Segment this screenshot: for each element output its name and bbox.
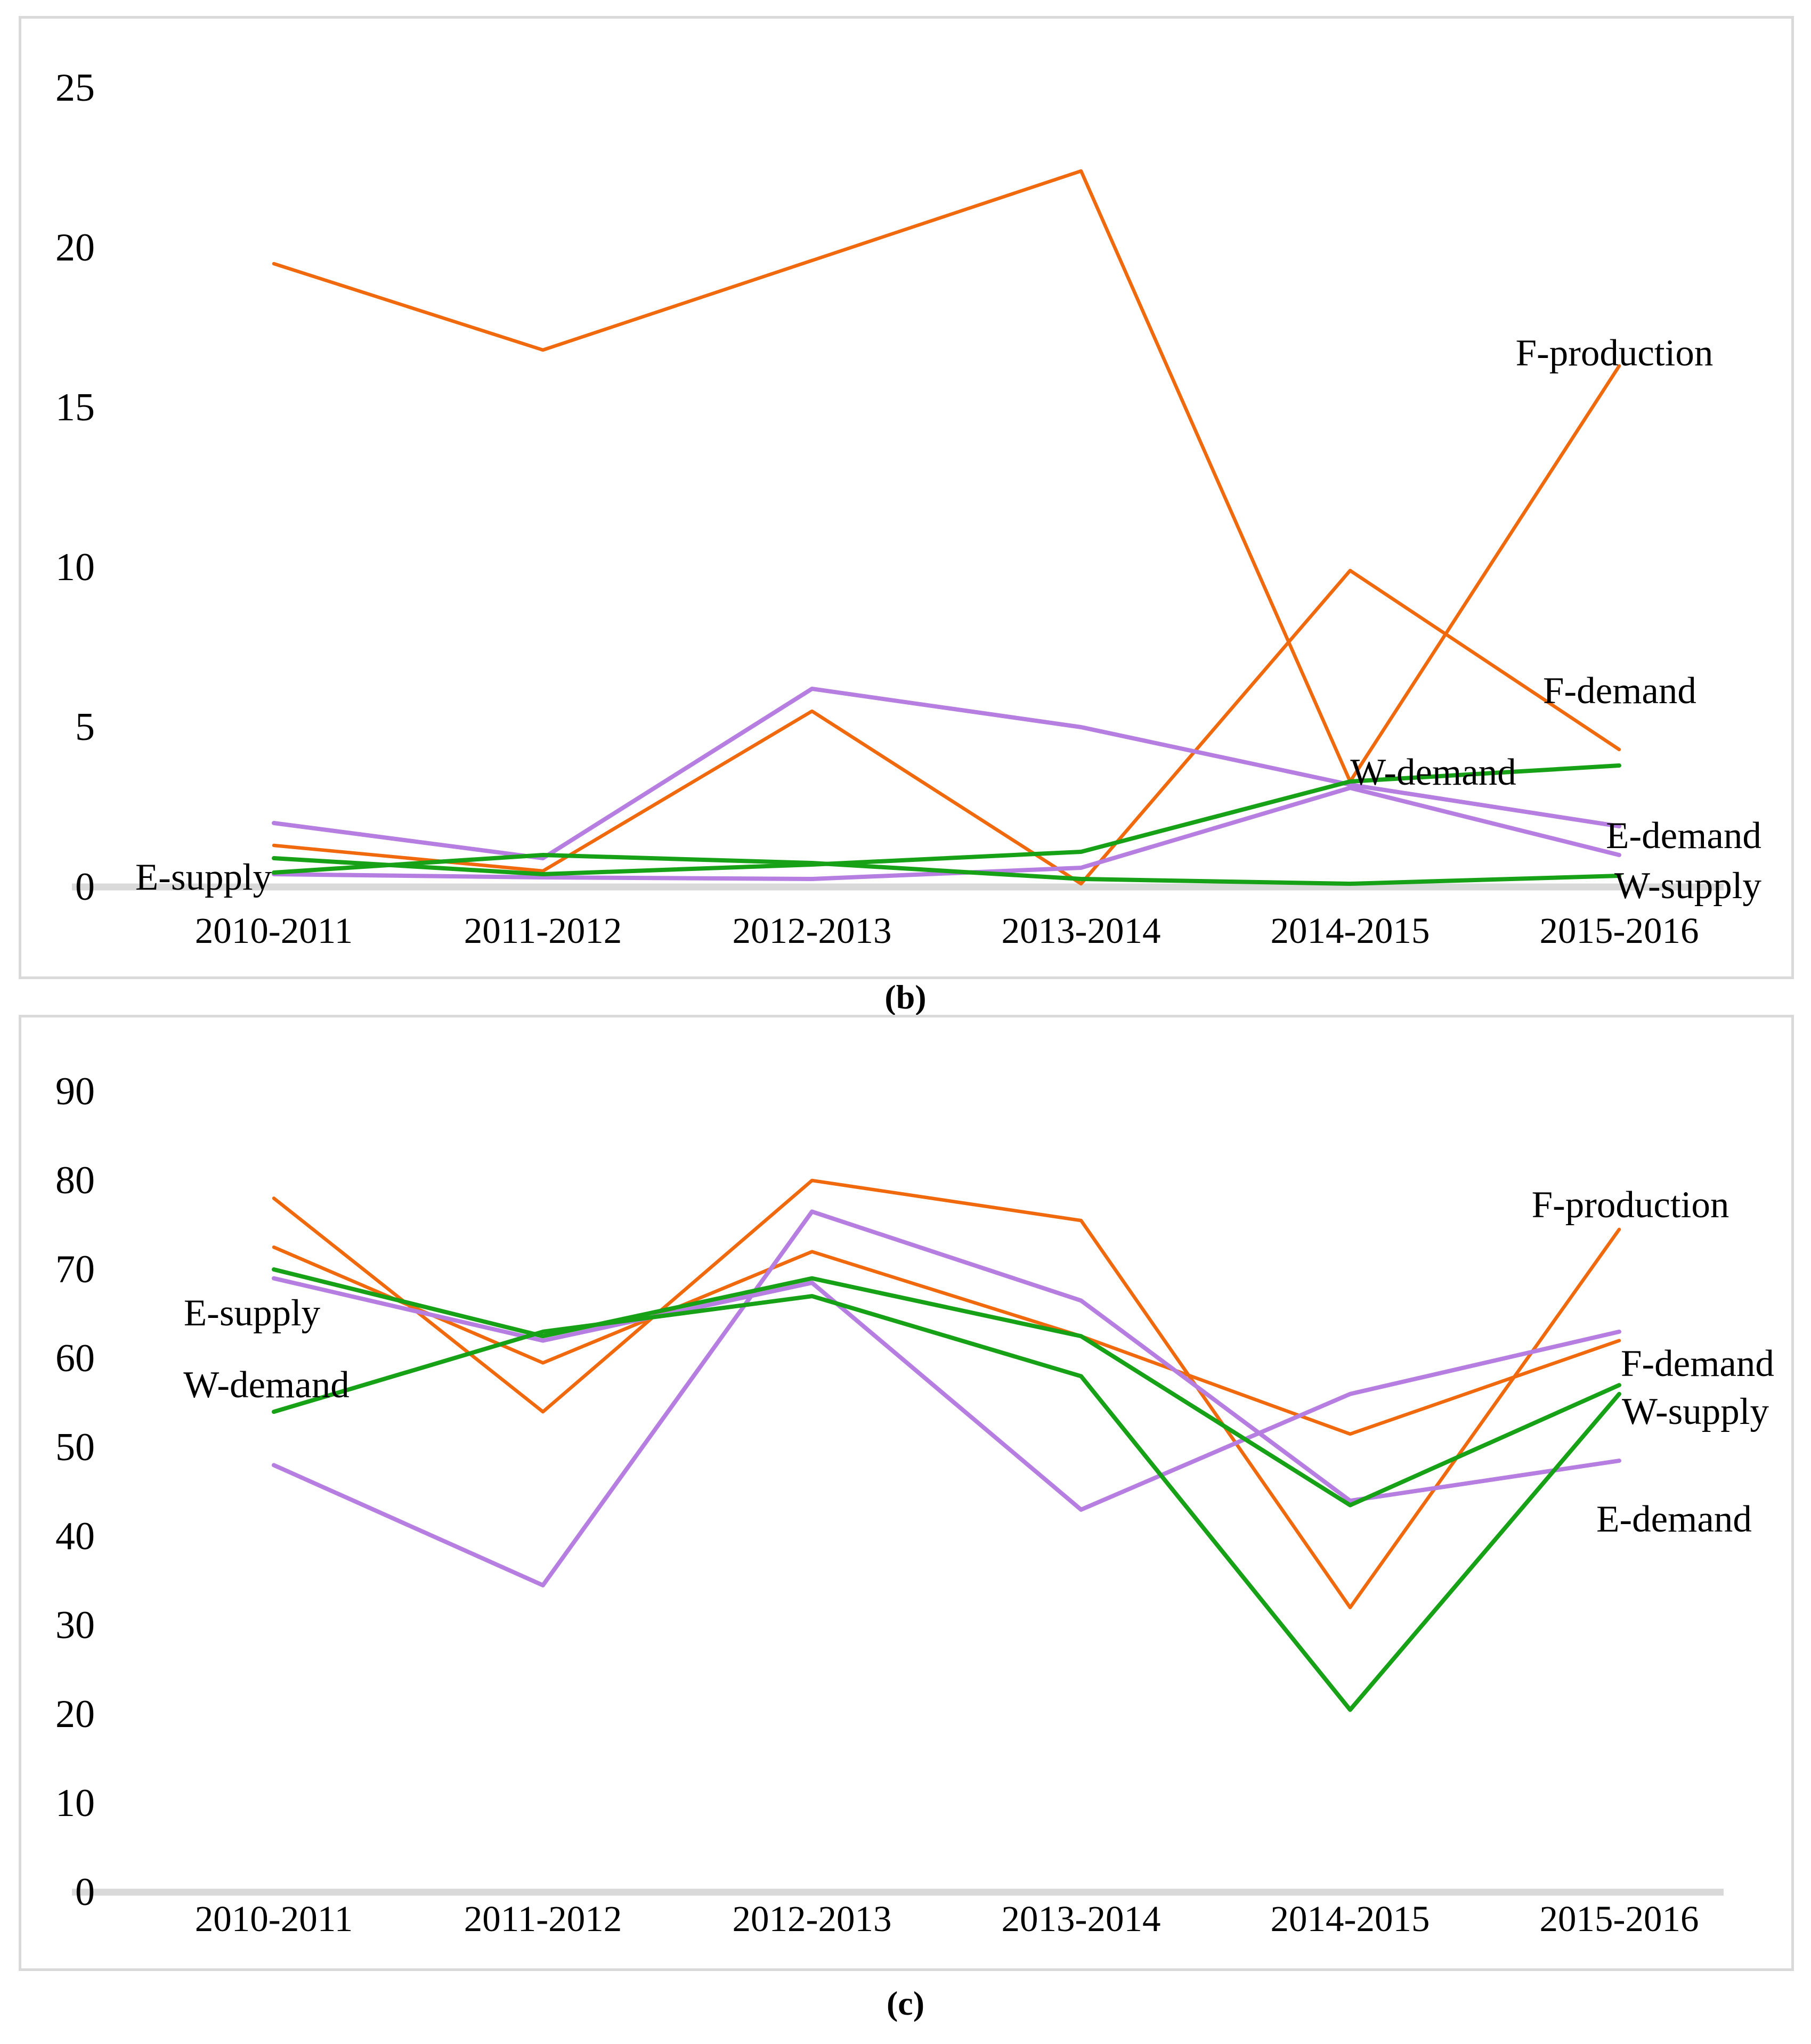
x-tick-label-2015-2016: 2015-2016 bbox=[1540, 910, 1699, 951]
series-line-F-demand bbox=[272, 568, 1621, 886]
series-line-F-production bbox=[272, 169, 1621, 784]
caption-b: (b) bbox=[0, 978, 1811, 1016]
y-tick-label-30: 30 bbox=[55, 1603, 95, 1647]
x-tick-label-2010-2011: 2010-2011 bbox=[195, 910, 353, 951]
series-line-E-supply bbox=[272, 786, 1621, 881]
series-line-F-production bbox=[272, 1178, 1621, 1609]
line-chart-b: 0 5 10 15 20 25 2010-2011 2011-2012 2012-2013 201… bbox=[55, 66, 1762, 951]
series-label-F-production: F-production bbox=[1532, 1184, 1729, 1226]
line-chart-c: 0 10 20 30 40 50 60 70 80 90 2010-2011 2011-2012 201… bbox=[55, 1070, 1774, 1939]
series-label-E-supply: E-supply bbox=[184, 1292, 321, 1334]
y-tick-label-10: 10 bbox=[55, 1781, 95, 1825]
y-tick-label-15: 15 bbox=[55, 386, 95, 429]
x-tick-label-2012-2013: 2012-2013 bbox=[733, 910, 892, 951]
x-tick-label-2013-2014: 2013-2014 bbox=[1002, 1899, 1161, 1939]
series-label-W-supply: W-supply bbox=[1622, 1391, 1769, 1432]
series-line-F-demand bbox=[272, 1245, 1621, 1436]
series-line-W-supply bbox=[272, 1267, 1621, 1508]
x-tick-label-2012-2013: 2012-2013 bbox=[733, 1899, 892, 1939]
series-line-W-demand bbox=[272, 1294, 1621, 1712]
x-tick-label-2014-2015: 2014-2015 bbox=[1271, 910, 1430, 951]
x-tick-label-2013-2014: 2013-2014 bbox=[1002, 910, 1161, 951]
y-tick-label-20: 20 bbox=[55, 226, 95, 270]
series-label-E-demand: E-demand bbox=[1606, 815, 1761, 857]
y-tick-label-60: 60 bbox=[55, 1337, 95, 1380]
y-tick-label-20: 20 bbox=[55, 1692, 95, 1736]
series-label-F-demand: F-demand bbox=[1543, 670, 1696, 712]
series-line-W-supply bbox=[272, 853, 1621, 886]
series-label-E-demand: E-demand bbox=[1596, 1499, 1752, 1540]
caption-c: (c) bbox=[0, 1980, 1811, 2038]
y-tick-label-0: 0 bbox=[75, 865, 95, 909]
y-tick-label-90: 90 bbox=[55, 1070, 95, 1113]
y-tick-label-25: 25 bbox=[55, 66, 95, 110]
caption-c-label: (c) bbox=[886, 1984, 925, 2022]
series-label-W-demand: W-demand bbox=[183, 1364, 350, 1406]
x-tick-label-2011-2012: 2011-2012 bbox=[464, 1899, 622, 1939]
x-tick-label-2011-2012: 2011-2012 bbox=[464, 910, 622, 951]
chart-panel-c: 0 10 20 30 40 50 60 70 80 90 2010-2011 2011-2012 201… bbox=[19, 1015, 1794, 1971]
series-label-W-supply: W-supply bbox=[1614, 865, 1762, 907]
y-tick-label-80: 80 bbox=[55, 1159, 95, 1202]
chart-panel-b: 0 5 10 15 20 25 2010-2011 2011-2012 2012-2013 201… bbox=[19, 16, 1794, 979]
series-label-F-demand: F-demand bbox=[1621, 1343, 1774, 1385]
y-tick-label-0: 0 bbox=[75, 1870, 95, 1914]
series-line-E-demand bbox=[272, 1209, 1621, 1587]
series-label-E-supply: E-supply bbox=[135, 857, 272, 898]
series-line-W-demand bbox=[272, 763, 1621, 876]
series-label-W-demand: W-demand bbox=[1350, 752, 1516, 793]
x-tick-label-2015-2016: 2015-2016 bbox=[1540, 1899, 1699, 1939]
y-tick-label-50: 50 bbox=[55, 1426, 95, 1469]
y-tick-label-10: 10 bbox=[55, 545, 95, 589]
x-tick-label-2010-2011: 2010-2011 bbox=[195, 1899, 353, 1939]
y-tick-label-5: 5 bbox=[75, 705, 95, 749]
x-tick-label-2014-2015: 2014-2015 bbox=[1271, 1899, 1430, 1939]
series-line-E-supply bbox=[272, 1276, 1621, 1512]
y-tick-label-40: 40 bbox=[55, 1514, 95, 1558]
caption-b-label: (b) bbox=[884, 978, 927, 1016]
series-line-E-demand bbox=[272, 687, 1621, 860]
y-tick-label-70: 70 bbox=[55, 1248, 95, 1291]
series-label-F-production: F-production bbox=[1516, 332, 1713, 374]
